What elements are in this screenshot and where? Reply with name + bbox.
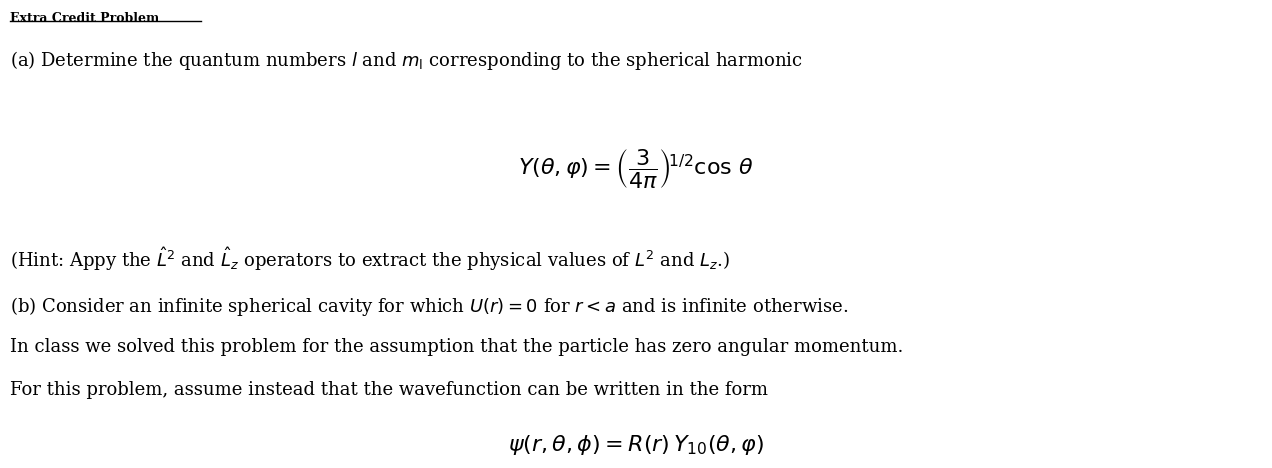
Text: (Hint: Appy the $\hat{L}^2$ and $\hat{L}_z$ operators to extract the physical va: (Hint: Appy the $\hat{L}^2$ and $\hat{L}…	[10, 246, 730, 273]
Text: $Y(\theta, \varphi) = \left(\dfrac{3}{4\pi}\right)^{\!1/2} \cos\,\theta$: $Y(\theta, \varphi) = \left(\dfrac{3}{4\…	[518, 147, 754, 190]
Text: Extra Credit Problem: Extra Credit Problem	[10, 12, 159, 25]
Text: $\psi(r, \theta, \phi) = R(r)\, Y_{10}(\theta, \varphi)$: $\psi(r, \theta, \phi) = R(r)\, Y_{10}(\…	[508, 433, 764, 457]
Text: In class we solved this problem for the assumption that the particle has zero an: In class we solved this problem for the …	[10, 338, 903, 356]
Text: (b) Consider an infinite spherical cavity for which $U(r) = 0$ for $r < a$ and i: (b) Consider an infinite spherical cavit…	[10, 295, 848, 318]
Text: (a) Determine the quantum numbers $l$ and $m_\mathrm{l}$ corresponding to the sp: (a) Determine the quantum numbers $l$ an…	[10, 49, 803, 72]
Text: For this problem, assume instead that the wavefunction can be written in the for: For this problem, assume instead that th…	[10, 381, 768, 399]
